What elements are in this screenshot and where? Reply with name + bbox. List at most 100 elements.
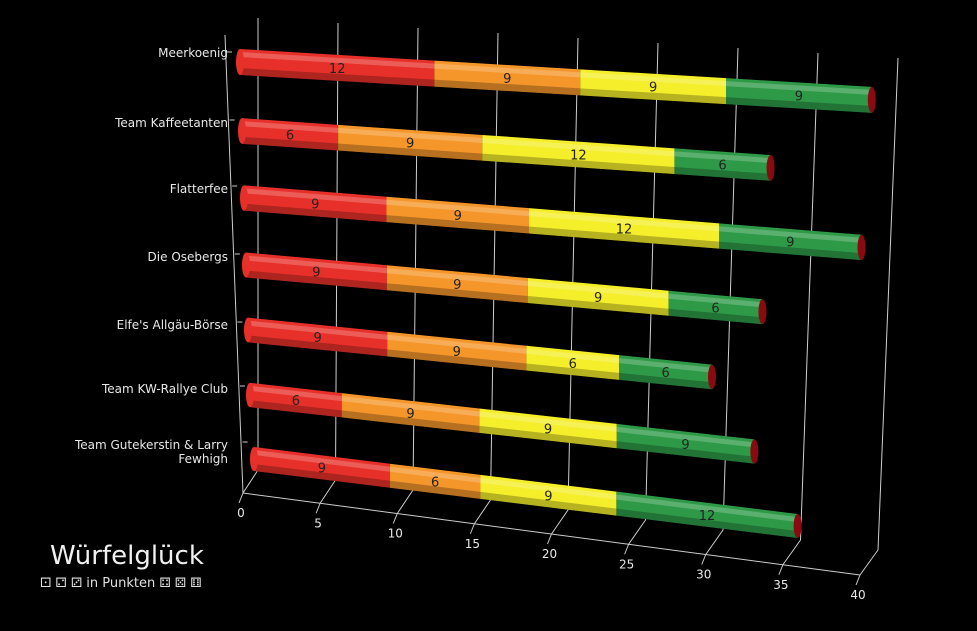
y-tick-label: Elfe's Allgäu-Börse	[116, 318, 228, 332]
bar-highlight	[668, 293, 763, 308]
bar-segment	[480, 474, 617, 516]
data-label: 9	[453, 278, 461, 293]
bar-segment	[434, 60, 581, 96]
bar-shade	[482, 153, 675, 175]
bar-highlight	[254, 450, 390, 472]
data-label: 9	[406, 137, 414, 152]
bar-start-cap	[244, 317, 252, 343]
data-label: 9	[312, 265, 320, 280]
data-label: 6	[569, 357, 577, 372]
gridline	[705, 47, 739, 555]
bar-shade	[240, 68, 435, 87]
bar-segment	[616, 491, 798, 538]
bar-shade	[529, 226, 719, 249]
data-label: 9	[454, 209, 462, 224]
data-label: 12	[329, 62, 346, 77]
bar-highlight	[242, 121, 339, 133]
bar-shade	[580, 88, 726, 105]
bar-shade	[616, 441, 755, 464]
bar-shade	[387, 349, 527, 371]
x-tick-label: 35	[773, 578, 788, 592]
data-label: 9	[795, 89, 803, 104]
bar-segment	[387, 331, 527, 371]
gridline	[551, 37, 579, 535]
bar-shade	[386, 215, 529, 234]
bar-highlight	[482, 137, 675, 157]
bar-segment	[527, 277, 669, 316]
bar-highlight	[726, 81, 872, 95]
bar-highlight	[674, 151, 771, 164]
bar-end-cap	[750, 439, 759, 464]
bar-segment	[254, 447, 390, 488]
bar-shade	[386, 283, 528, 303]
y-tick-label: Team Kaffeetanten	[115, 116, 228, 130]
bar-segment	[244, 185, 387, 223]
x-tick	[624, 544, 630, 555]
bar-shade	[668, 308, 763, 325]
bar-shade	[526, 363, 620, 380]
data-label: 9	[311, 198, 319, 213]
y-tick-label: Die Osebergs	[147, 250, 228, 264]
bar-highlight	[387, 334, 527, 354]
x-tick-label: 30	[696, 568, 711, 582]
data-label: 9	[406, 407, 414, 422]
bar-highlight	[529, 211, 719, 232]
bar-segment	[616, 423, 755, 464]
bar-segment	[479, 408, 617, 449]
bar-shade	[434, 79, 581, 96]
bar-shade	[244, 203, 387, 223]
bar-highlight	[250, 385, 342, 402]
x-tick-label: 10	[388, 527, 403, 541]
bar-shade	[527, 295, 669, 316]
chart-subtitle: ⚀ ⚁ ⚂ in Punkten ⚃ ⚄ ⚅	[40, 576, 202, 591]
chart-title: Würfelglück	[50, 541, 204, 571]
x-tick	[547, 533, 552, 545]
data-label: 12	[570, 148, 587, 163]
bar-end-cap	[867, 86, 876, 113]
bar-segment	[529, 208, 719, 249]
bar-highlight	[248, 320, 388, 340]
bar-segment	[248, 317, 388, 357]
data-label: 6	[661, 366, 669, 381]
gridline	[859, 57, 899, 576]
bar-segment	[668, 290, 763, 325]
bar-highlight	[338, 127, 483, 143]
bar-highlight	[719, 226, 862, 243]
bar-start-cap	[238, 118, 246, 144]
x-tick	[778, 564, 784, 575]
y-tick-label: Flatterfee	[169, 182, 228, 196]
bar-highlight	[434, 63, 581, 78]
data-label: 9	[544, 489, 552, 504]
y-tick-label: Team KW-Rallye Club	[101, 382, 228, 396]
bar-highlight	[244, 188, 387, 205]
bar-segment	[341, 393, 480, 433]
bar-shade	[726, 97, 872, 113]
x-tick	[855, 574, 861, 586]
bar-shade	[341, 410, 480, 433]
y-tick-label: Team Gutekerstin & Larry Fewhigh	[74, 438, 228, 466]
y-tick-label: Meerkoenig	[158, 46, 228, 60]
bar-end-cap	[758, 299, 767, 325]
bar-highlight	[616, 494, 798, 522]
x-tick-label: 5	[314, 516, 322, 530]
bar-segment	[338, 124, 483, 161]
bar-highlight	[246, 255, 387, 274]
gridline	[782, 52, 819, 566]
data-label: 9	[594, 291, 602, 306]
bar-highlight	[580, 72, 726, 87]
data-label: 9	[313, 331, 321, 346]
x-tick-label: 0	[237, 506, 245, 520]
bar-shade	[338, 143, 483, 161]
bar-highlight	[389, 466, 481, 483]
data-label: 9	[786, 236, 794, 251]
bar-shade	[254, 464, 390, 488]
data-label: 9	[544, 422, 552, 437]
data-label: 6	[718, 159, 726, 174]
bar-segment	[726, 78, 872, 113]
bar-highlight	[386, 199, 529, 217]
bar-end-cap	[857, 234, 866, 261]
bar-segment	[482, 134, 675, 175]
bar-segment	[526, 345, 620, 380]
data-label: 12	[616, 222, 633, 237]
